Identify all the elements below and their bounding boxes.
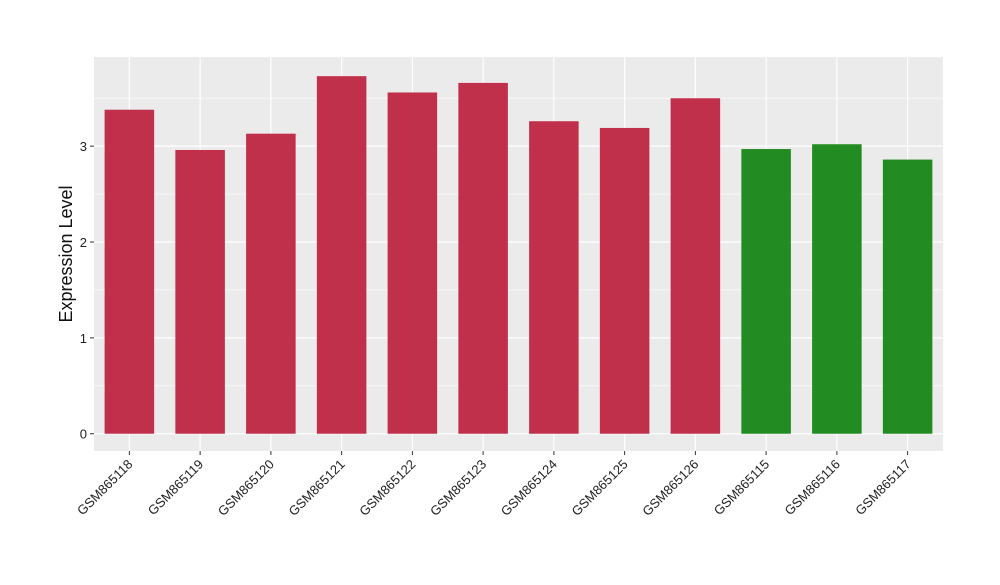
bar-GSM865115 [741,149,791,434]
bar-GSM865125 [599,127,650,434]
bar-GSM865126 [670,98,721,434]
y-tick-label: 1 [80,331,87,346]
bar-GSM865120 [246,133,296,434]
y-tick-label: 2 [80,235,87,250]
x-tick-label: GSM865123 [427,457,489,519]
y-axis: 0 1 2 3 [80,139,94,442]
x-tick-label: GSM865125 [569,457,631,519]
x-tick-label: GSM865115 [711,457,773,519]
x-tick-label: GSM865118 [74,457,136,519]
bar-GSM865116 [812,144,862,434]
y-axis-label: Expression Level [56,185,76,322]
bars [104,76,933,434]
x-tick-label: GSM865119 [145,457,207,519]
x-tick-label: GSM865122 [356,457,418,519]
x-axis: GSM865118 GSM865119 GSM865120 GSM865121 GSM8… [74,451,914,519]
bar-GSM865123 [458,82,508,434]
bar-GSM865121 [316,76,367,434]
x-tick-label: GSM865120 [215,457,277,519]
x-tick-label: GSM865124 [498,457,560,519]
plot-panel [94,57,943,451]
bar-GSM865119 [175,149,225,434]
x-tick-label: GSM865126 [639,457,701,519]
x-tick-label: GSM865117 [852,457,914,519]
x-tick-label: GSM865121 [286,457,348,519]
bar-GSM865124 [529,121,579,434]
y-tick-label: 3 [80,139,87,154]
bar-GSM865117 [882,159,933,434]
bar-GSM865122 [387,92,438,434]
x-tick-label: GSM865116 [781,457,843,519]
bar-GSM865118 [104,109,155,434]
y-tick-label: 0 [80,427,87,442]
